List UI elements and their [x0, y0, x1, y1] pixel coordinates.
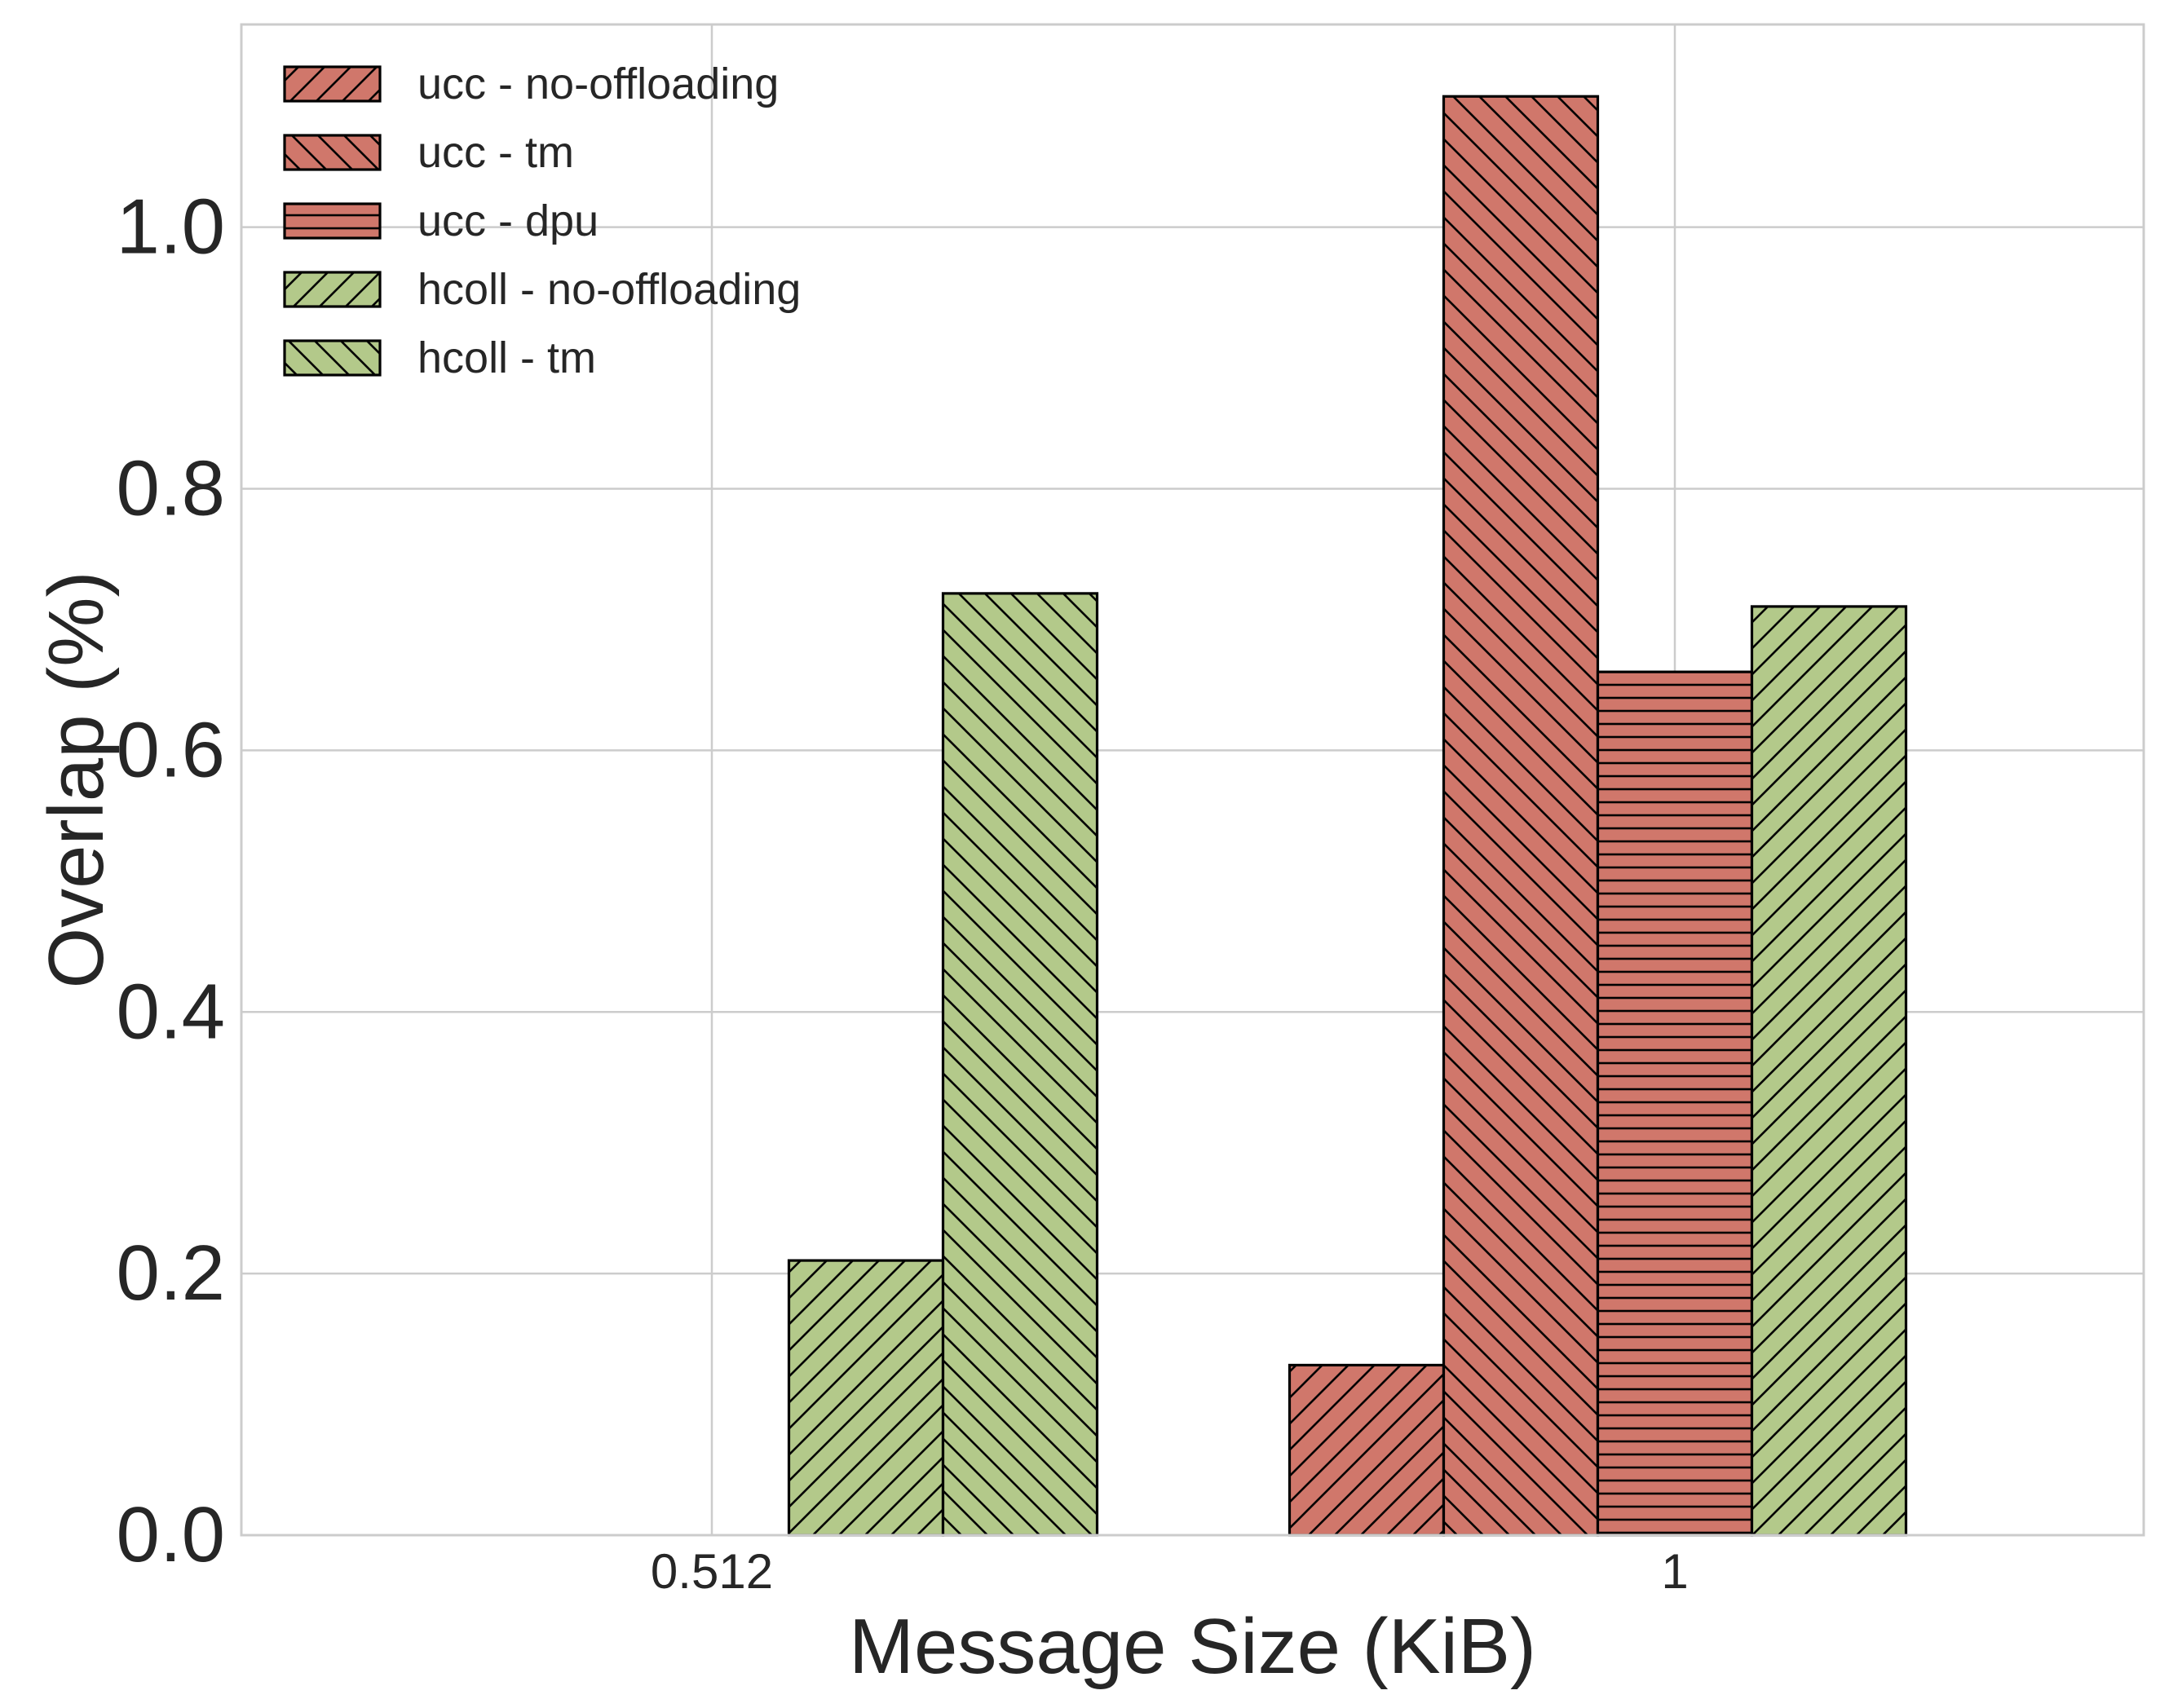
x-axis-title: Message Size (KiB): [849, 1603, 1536, 1690]
bar: [1288, 1363, 1446, 1537]
legend-label: ucc - tm: [417, 128, 574, 177]
x-tick-label: 1: [1661, 1544, 1688, 1599]
y-tick-label: 0.4: [117, 968, 225, 1055]
y-tick-label: 0.8: [117, 445, 225, 532]
bar: [1596, 670, 1754, 1537]
bars: [787, 95, 1908, 1537]
bar: [1442, 95, 1600, 1537]
legend: ucc - no-offloading ucc - tm ucc - dpu hcol…: [283, 60, 801, 382]
legend-label: ucc - dpu: [417, 196, 599, 245]
y-axis-title: Overlap (%): [33, 571, 120, 988]
x-tick-labels: 0.512 1: [651, 1544, 1689, 1599]
legend-swatch: [283, 271, 382, 308]
y-tick-label: 0.0: [117, 1491, 225, 1578]
y-tick-labels: 0.0 0.2 0.4 0.6 0.8 1.0: [117, 183, 225, 1578]
plot-frame: [240, 23, 2145, 1537]
y-tick-label: 0.6: [117, 706, 225, 793]
legend-swatch: [283, 65, 382, 103]
y-tick-label: 0.2: [117, 1229, 225, 1317]
x-tick-label: 0.512: [651, 1544, 773, 1599]
legend-swatch: [283, 202, 382, 240]
bar: [787, 1259, 945, 1537]
bar: [941, 592, 1099, 1537]
legend-swatch: [283, 134, 382, 171]
legend-swatch: [283, 339, 382, 377]
legend-label: hcoll - tm: [417, 333, 596, 382]
legend-label: hcoll - no-offloading: [417, 265, 801, 314]
legend-label: ucc - no-offloading: [417, 60, 779, 108]
bar: [1750, 605, 1908, 1537]
y-tick-label: 1.0: [117, 183, 225, 271]
